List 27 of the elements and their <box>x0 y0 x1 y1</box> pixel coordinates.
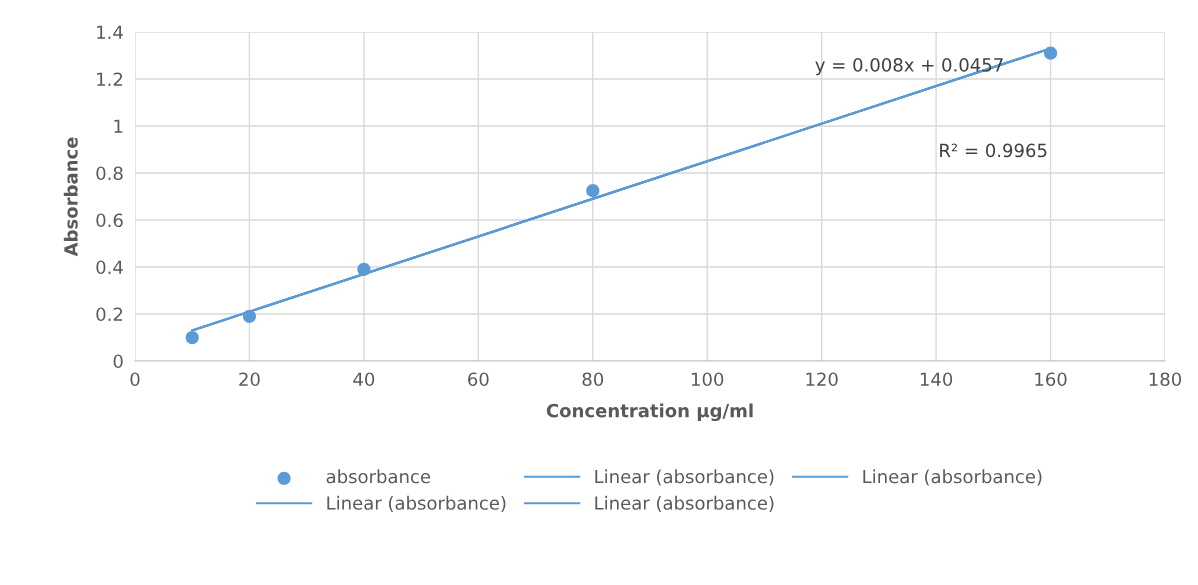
legend-label: Linear (absorbance) <box>863 469 1042 486</box>
x-tick-label: 80 <box>582 372 604 387</box>
x-tick-label: 40 <box>353 372 375 387</box>
y-tick-label: 0.2 <box>96 307 123 322</box>
x-tick-label: 20 <box>239 372 260 387</box>
x-tick-label: 140 <box>920 372 953 387</box>
y-axis-title: Absorbance <box>63 137 78 257</box>
y-tick-label: 0.4 <box>96 260 123 275</box>
y-tick-label: 1 <box>114 119 123 133</box>
legend-label: Linear (absorbance) <box>595 495 774 512</box>
annotation: R² = 0.9965 <box>940 143 1047 158</box>
x-axis-title: Concentration µg/ml <box>546 403 753 422</box>
x-tick-label: 180 <box>1149 372 1182 387</box>
x-tick-label: 160 <box>1035 372 1067 387</box>
x-tick-label: 0 <box>130 372 140 387</box>
y-tick-label: 0.8 <box>96 166 123 181</box>
legend-label: absorbance <box>326 469 431 484</box>
annotation: y = 0.008x + 0.0457 <box>815 58 1003 76</box>
legend-label: Linear (absorbance) <box>595 469 774 486</box>
x-tick-label: 100 <box>691 372 724 387</box>
x-tick-label: 120 <box>806 372 838 387</box>
y-tick-label: 0 <box>113 354 123 369</box>
y-tick-label: 1.2 <box>97 72 123 86</box>
y-tick-label: 0.6 <box>96 213 123 228</box>
x-tick-label: 60 <box>468 372 489 387</box>
y-tick-label: 1.4 <box>97 25 123 39</box>
legend-label: Linear (absorbance) <box>327 495 506 512</box>
